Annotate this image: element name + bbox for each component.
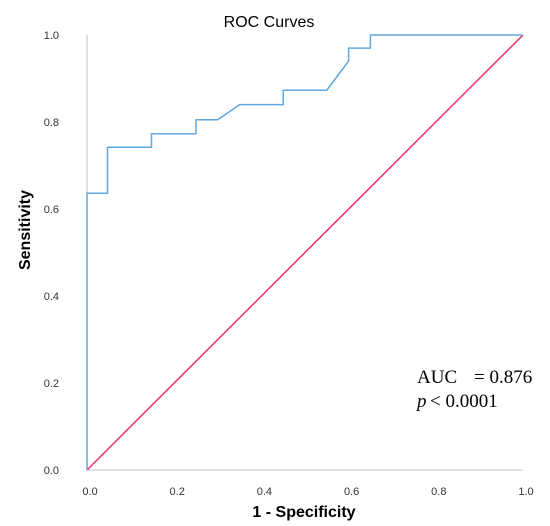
y-tick-label: 0.8 (44, 117, 59, 129)
auc-label: AUC (417, 367, 457, 388)
x-tick-label: 1.0 (518, 486, 533, 498)
p-label: p (415, 391, 427, 412)
x-tick-label: 0.4 (257, 486, 272, 498)
x-tick-label: 0.0 (82, 486, 97, 498)
x-tick-label: 0.2 (170, 486, 185, 498)
x-tick-label: 0.6 (344, 486, 359, 498)
auc-value: = 0.876 (474, 367, 532, 388)
y-tick-label: 0.2 (44, 378, 59, 390)
chart-title: ROC Curves (224, 14, 315, 31)
roc-curve-line (86, 34, 523, 470)
y-tick-labels: 0.0 0.2 0.4 0.6 0.8 1.0 (44, 30, 59, 477)
y-axis-label: Sensitivity (17, 190, 34, 270)
p-value: < 0.0001 (430, 391, 498, 412)
x-tick-labels: 0.0 0.2 0.4 0.6 0.8 1.0 (82, 486, 533, 498)
y-tick-label: 0.4 (44, 291, 59, 303)
reference-diagonal-line (86, 34, 524, 471)
y-tick-label: 0.0 (44, 465, 59, 477)
y-tick-label: 1.0 (44, 30, 59, 42)
x-axis-label: 1 - Specificity (252, 504, 355, 521)
auc-annotation: AUC = 0.876 (417, 367, 532, 388)
p-value-annotation: p < 0.0001 (415, 391, 498, 412)
y-tick-label: 0.6 (44, 204, 59, 216)
x-tick-label: 0.8 (431, 486, 446, 498)
series-layer (86, 34, 524, 471)
